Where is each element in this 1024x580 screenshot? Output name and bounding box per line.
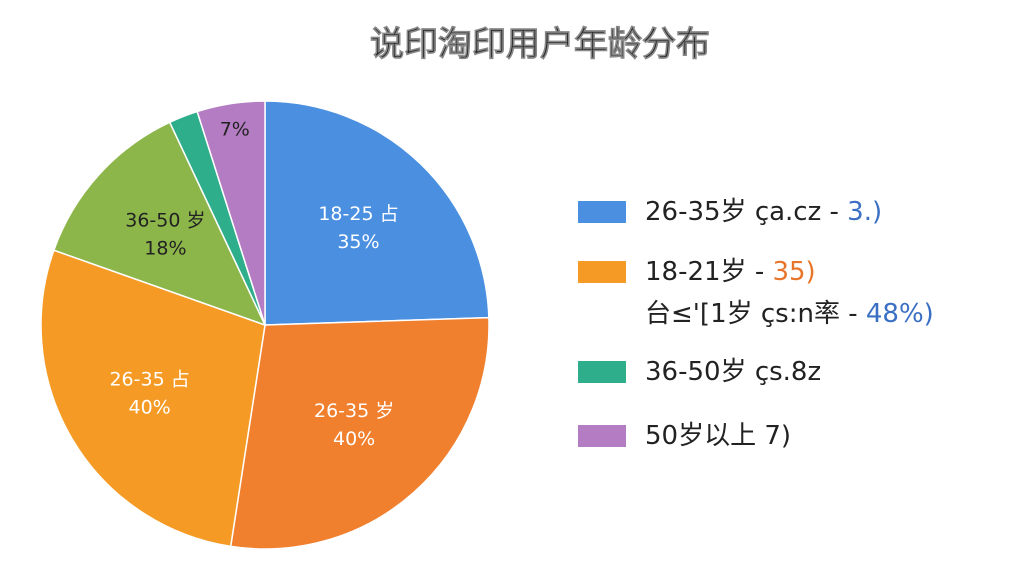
legend-text: 18-21岁 - [645,257,772,287]
value-label: 35% [337,231,379,253]
legend-accent: 35) [772,257,815,287]
slice-label: 26-35 岁 [314,400,394,422]
legend-swatch [578,425,626,447]
value-label: 7% [220,119,250,141]
value-label: 40% [128,396,170,418]
legend-text: 50岁以上 7) [645,421,791,451]
pie-slice [196,100,266,326]
pie-slice [264,100,490,326]
legend-accent: 3.) [847,197,882,227]
slice-label: 26-35 占 [109,368,189,390]
legend-swatch [578,361,626,383]
legend-label: 36-50岁 çs.8z [645,357,821,387]
slice-label: 18-25 占 [318,203,398,225]
legend-label: 18-21岁 - 35) [645,257,816,287]
legend-text: 26-35岁 ça.cz - [645,197,847,227]
pie-slice [40,249,266,548]
legend-label: 50岁以上 7) [645,421,791,451]
legend-text: 台≤'[1岁 çs:n率 - [645,299,866,329]
value-label: 40% [333,428,375,450]
legend-text: 36-50岁 çs.8z [645,357,821,387]
value-label: 18% [144,237,186,259]
pie-slice [229,316,490,550]
legend-accent: 48%) [866,299,934,329]
pie-slice [52,121,267,327]
chart-title: 说印淘印用户年龄分布 [370,25,710,65]
slice-label: 36-50 岁 [125,209,205,231]
legend-label: 26-35岁 ça.cz - 3.) [645,197,882,227]
legend-label: 台≤'[1岁 çs:n率 - 48%) [645,299,934,329]
legend-swatch [578,201,626,223]
legend-swatch [578,261,626,283]
